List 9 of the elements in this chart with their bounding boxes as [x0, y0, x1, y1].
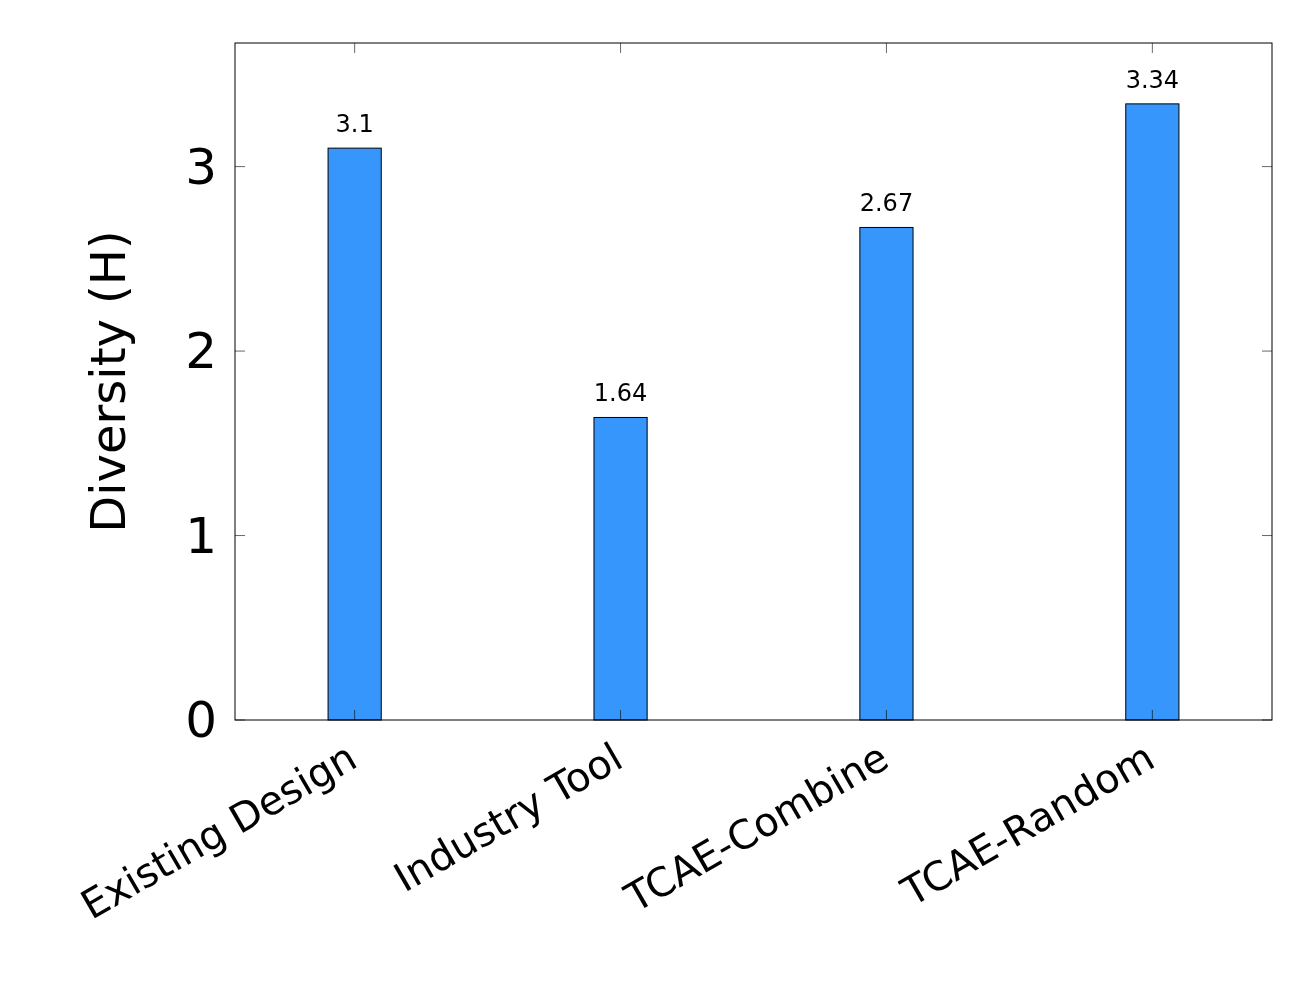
y-tick-label: 2: [185, 322, 217, 381]
y-tick-label: 0: [185, 691, 217, 749]
y-axis-title: Diversity (H): [80, 230, 136, 533]
data-label: 1.64: [593, 379, 648, 408]
y-tick-label: 1: [185, 506, 217, 565]
data-label: 2.67: [859, 189, 914, 218]
data-label: 3.1: [335, 110, 374, 139]
data-label: 3.34: [1125, 65, 1180, 94]
y-tick-label: 3: [185, 137, 217, 196]
